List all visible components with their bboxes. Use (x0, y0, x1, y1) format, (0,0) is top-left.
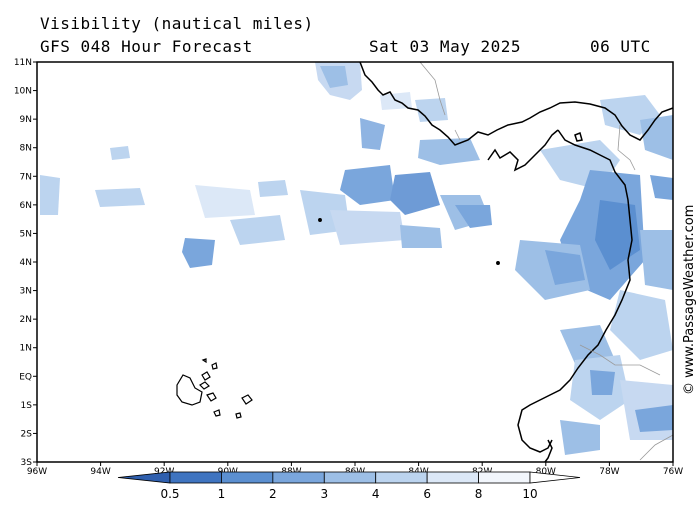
lon-label: 76W (663, 467, 683, 477)
colorbar-label: 0.5 (160, 487, 179, 501)
lat-label: 4N (20, 258, 32, 268)
lat-label: 3N (20, 287, 32, 297)
lat-label: 11N (14, 58, 32, 68)
colorbar-arrow-low (117, 471, 171, 484)
model-label: GFS 048 Hour Forecast (40, 37, 253, 56)
color-bar-legend: 0.5 1 2 3 4 6 8 10 (117, 471, 581, 501)
colorbar-segment (426, 471, 479, 484)
lon-label: 96W (27, 467, 47, 477)
lat-label: EQ (19, 372, 32, 382)
colorbar-segment (478, 471, 531, 484)
lon-label: 78W (599, 467, 619, 477)
lat-label: 1N (20, 344, 32, 354)
galapagos-islands (176, 358, 253, 419)
credit-text: © www.PassageWeather.com (682, 205, 697, 395)
colorbar-arrow-high (529, 471, 581, 484)
lat-label: 3S (21, 458, 33, 468)
lon-label: 94W (90, 467, 110, 477)
colorbar-label: 6 (423, 487, 431, 501)
lat-label: 10N (14, 87, 32, 97)
colorbar-segment (323, 471, 377, 484)
colorbar-label: 10 (522, 487, 537, 501)
lon-label: 92W (154, 467, 174, 477)
credit-label: © www.PassageWeather.com (682, 205, 697, 395)
lat-label: 5N (20, 229, 32, 239)
lat-label: 2N (20, 315, 32, 325)
colorbar-segment (375, 471, 428, 484)
forecast-date: Sat 03 May 2025 (369, 37, 521, 56)
colorbar-segment (272, 471, 325, 484)
lat-label: 1S (21, 401, 33, 411)
colorbar-label: 1 (218, 487, 226, 501)
colorbar-label: 3 (320, 487, 328, 501)
colorbar-segment (169, 471, 222, 484)
lat-label: 7N (20, 172, 32, 182)
lat-label: 8N (20, 144, 32, 154)
country-borders (419, 61, 674, 461)
lon-label: 80W (536, 467, 556, 477)
map-title: Visibility (nautical miles) (40, 14, 314, 33)
colorbar-label: 2 (269, 487, 277, 501)
forecast-time: 06 UTC (590, 37, 651, 56)
coastlines (318, 61, 674, 463)
colorbar-label: 4 (372, 487, 380, 501)
lat-label: 6N (20, 201, 32, 211)
colorbar-label: 8 (475, 487, 483, 501)
latitude-axis: 11N 10N 9N 8N 7N 6N 5N 4N 3N 2N 1N EQ 1S 2S 3S (14, 58, 37, 468)
lat-label: 9N (20, 115, 32, 125)
colorbar-segment (221, 471, 274, 484)
lat-label: 2S (21, 429, 33, 439)
